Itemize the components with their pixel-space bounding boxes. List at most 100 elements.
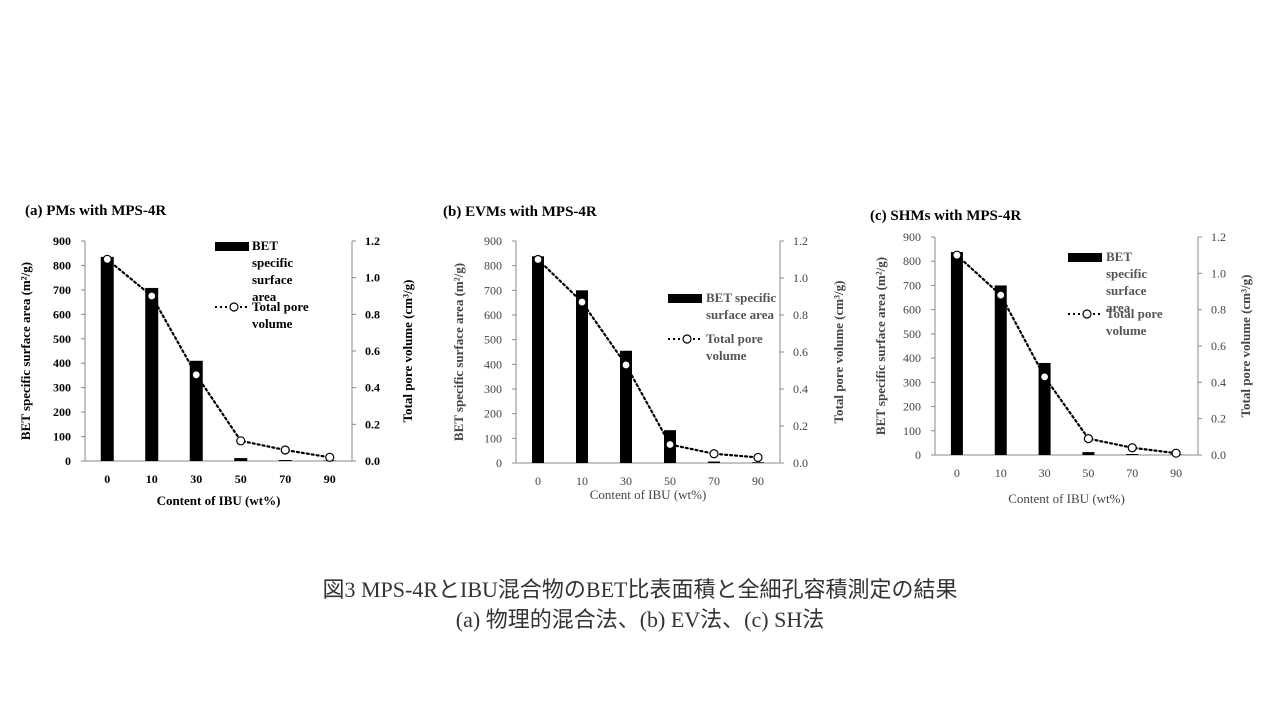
pore-volume-point-10 xyxy=(577,297,587,307)
right-tick-label: 1.2 xyxy=(793,234,808,248)
chart-panel-3: (c) SHMs with MPS-4R01002003004005006007… xyxy=(870,208,1253,506)
x-tick-label: 70 xyxy=(1126,466,1138,480)
x-tick-label: 0 xyxy=(535,474,541,488)
right-tick-label: 0.4 xyxy=(365,381,380,395)
bar-bet-70 xyxy=(708,461,720,463)
left-tick-label: 600 xyxy=(53,307,71,321)
bar-bet-30 xyxy=(620,350,632,463)
pore-volume-point-50 xyxy=(665,439,675,450)
legend-bar-swatch xyxy=(215,242,249,251)
pore-volume-point-30 xyxy=(191,370,201,380)
x-tick-label: 30 xyxy=(190,472,202,486)
right-axis-title: Total pore volume (cm³/g) xyxy=(831,281,846,424)
left-tick-label: 600 xyxy=(484,308,502,322)
x-axis-title: Content of IBU (wt%) xyxy=(590,487,707,502)
right-tick-label: 1.2 xyxy=(365,234,380,248)
right-tick-label: 0.6 xyxy=(793,345,808,359)
left-tick-label: 900 xyxy=(53,234,71,248)
left-tick-label: 200 xyxy=(484,407,502,421)
pore-volume-point-10 xyxy=(147,291,157,301)
x-tick-label: 70 xyxy=(279,472,291,486)
right-tick-label: 0.6 xyxy=(365,344,380,358)
figure-caption-line2: (a) 物理的混合法、(b) EV法、(c) SH法 xyxy=(455,607,825,632)
x-tick-label: 30 xyxy=(620,474,632,488)
bar-bet-10 xyxy=(576,290,588,463)
right-tick-label: 0.6 xyxy=(1211,339,1226,353)
bar-bet-10 xyxy=(145,287,159,461)
right-tick-label: 0.2 xyxy=(365,417,380,431)
legend-bar-label: BET xyxy=(1106,249,1132,264)
bar-bet-50 xyxy=(1082,452,1095,455)
pore-volume-point-70 xyxy=(1127,443,1137,453)
bar-bet-0 xyxy=(532,256,544,463)
pore-volume-point-90 xyxy=(753,452,763,463)
right-tick-label: 0.4 xyxy=(793,382,808,396)
right-tick-label: 0.0 xyxy=(1211,448,1226,462)
x-tick-label: 70 xyxy=(708,474,720,488)
pore-volume-line xyxy=(106,258,331,459)
bar-bet-70 xyxy=(278,460,292,461)
pore-volume-point-90 xyxy=(325,452,335,462)
chart-title: (c) SHMs with MPS-4R xyxy=(870,208,1021,224)
left-axis-title: BET specific surface area (m²/g) xyxy=(873,257,888,435)
left-tick-label: 500 xyxy=(53,332,71,346)
legend-line-label: volume xyxy=(252,316,293,331)
legend-bar-label: surface xyxy=(252,272,293,287)
right-tick-label: 0.8 xyxy=(793,308,808,322)
legend-bar-label: specific xyxy=(1106,266,1147,281)
right-tick-label: 1.0 xyxy=(365,271,380,285)
x-tick-label: 30 xyxy=(1039,466,1051,480)
left-tick-label: 300 xyxy=(903,375,921,389)
left-tick-label: 800 xyxy=(53,258,71,272)
chart-title: (b) EVMs with MPS-4R xyxy=(443,204,597,220)
right-tick-label: 0.8 xyxy=(1211,303,1226,317)
pore-volume-point-70 xyxy=(280,445,290,455)
legend-line-marker xyxy=(682,334,692,344)
legend-bar-label: area xyxy=(252,289,277,304)
right-tick-label: 1.0 xyxy=(1211,266,1226,280)
x-tick-label: 10 xyxy=(576,474,588,488)
left-tick-label: 800 xyxy=(484,259,502,273)
chart-panel-1: (a) PMs with MPS-4R010020030040050060070… xyxy=(18,203,415,508)
right-axis-title: Total pore volume (cm³/g) xyxy=(400,280,415,423)
x-axis-title: Content of IBU (wt%) xyxy=(1008,491,1125,506)
legend-bar-label: surface xyxy=(1106,283,1147,298)
legend-bar-label: surface area xyxy=(706,307,774,322)
left-tick-label: 900 xyxy=(484,234,502,248)
x-tick-label: 50 xyxy=(664,474,676,488)
legend-bar-label: specific xyxy=(252,255,293,270)
chart-panel-2: (b) EVMs with MPS-4R01002003004005006007… xyxy=(443,204,846,502)
left-tick-label: 200 xyxy=(903,400,921,414)
left-tick-label: 400 xyxy=(903,351,921,365)
left-tick-label: 200 xyxy=(53,405,71,419)
bar-bet-70 xyxy=(1126,454,1139,455)
left-tick-label: 800 xyxy=(903,254,921,268)
x-tick-label: 50 xyxy=(1082,466,1094,480)
bar-bet-0 xyxy=(950,252,963,455)
right-tick-label: 0.0 xyxy=(793,456,808,470)
legend-line-label: volume xyxy=(1106,323,1147,338)
right-tick-label: 0.8 xyxy=(365,307,380,321)
pore-volume-point-30 xyxy=(1039,372,1050,382)
bar-bet-30 xyxy=(1038,362,1051,455)
x-tick-label: 50 xyxy=(235,472,247,486)
x-tick-label: 0 xyxy=(954,466,960,480)
pore-volume-point-10 xyxy=(996,290,1006,300)
left-tick-label: 700 xyxy=(53,283,71,297)
legend-bar-swatch xyxy=(1068,253,1102,262)
x-tick-label: 90 xyxy=(324,472,336,486)
left-tick-label: 0 xyxy=(65,454,71,468)
bar-bet-50 xyxy=(234,458,248,461)
figure-caption-line1: 図3 MPS-4RとIBU混合物のBET比表面積と全細孔容積測定の結果 xyxy=(322,577,958,602)
legend-line-label: volume xyxy=(706,348,747,363)
left-tick-label: 700 xyxy=(903,278,921,292)
left-tick-label: 0 xyxy=(915,448,921,462)
bar-bet-90 xyxy=(752,462,764,463)
pore-volume-line xyxy=(536,258,760,459)
legend-line-label: Total pore xyxy=(706,331,763,346)
legend-line-label: Total pore xyxy=(252,299,309,314)
x-tick-label: 10 xyxy=(995,466,1007,480)
pore-volume-point-50 xyxy=(1083,434,1094,444)
left-tick-label: 400 xyxy=(53,356,71,370)
left-axis-title: BET specific surface area (m²/g) xyxy=(18,262,33,440)
